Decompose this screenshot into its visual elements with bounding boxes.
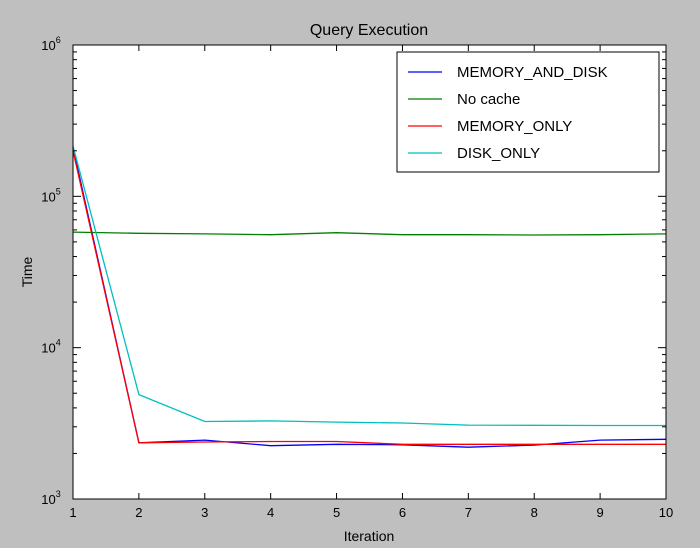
series-line-memory-and-disk	[72, 147, 667, 448]
y-axis-label: Time	[19, 256, 35, 287]
ticks-layer: 1 2 3 4 5 6 7 8 9 10 103 104 105 106	[41, 35, 673, 520]
x-tick-label: 3	[201, 505, 208, 520]
x-axis-label: Iteration	[344, 528, 395, 544]
y-tick-label: 105	[41, 186, 60, 204]
y-tick-label: 103	[41, 489, 60, 507]
series-line-memory-only	[72, 150, 666, 445]
x-tick-label: 8	[531, 505, 538, 520]
legend: MEMORY_AND_DISK No cache MEMORY_ONLY DISK_O…	[396, 51, 660, 173]
x-tick-label: 1	[69, 505, 76, 520]
y-tick-label: 106	[41, 35, 60, 53]
series-line-disk-only	[72, 145, 666, 427]
series-layer	[72, 145, 667, 448]
x-tick-label: 5	[333, 505, 340, 520]
plot-frame	[72, 44, 667, 500]
y-tick-label: 104	[41, 338, 60, 356]
chart-title: Query Execution	[310, 22, 428, 39]
x-tick-label: 7	[465, 505, 472, 520]
x-tick-label: 6	[399, 505, 406, 520]
legend-label: DISK_ONLY	[457, 145, 540, 162]
x-tick-label: 4	[267, 505, 274, 520]
legend-label: No cache	[457, 91, 520, 108]
series-line-no-cache	[72, 231, 667, 236]
legend-label: MEMORY_AND_DISK	[457, 64, 608, 81]
x-tick-label: 2	[135, 505, 142, 520]
legend-label: MEMORY_ONLY	[457, 118, 572, 135]
x-tick-label: 9	[596, 505, 603, 520]
x-tick-label: 10	[659, 505, 673, 520]
